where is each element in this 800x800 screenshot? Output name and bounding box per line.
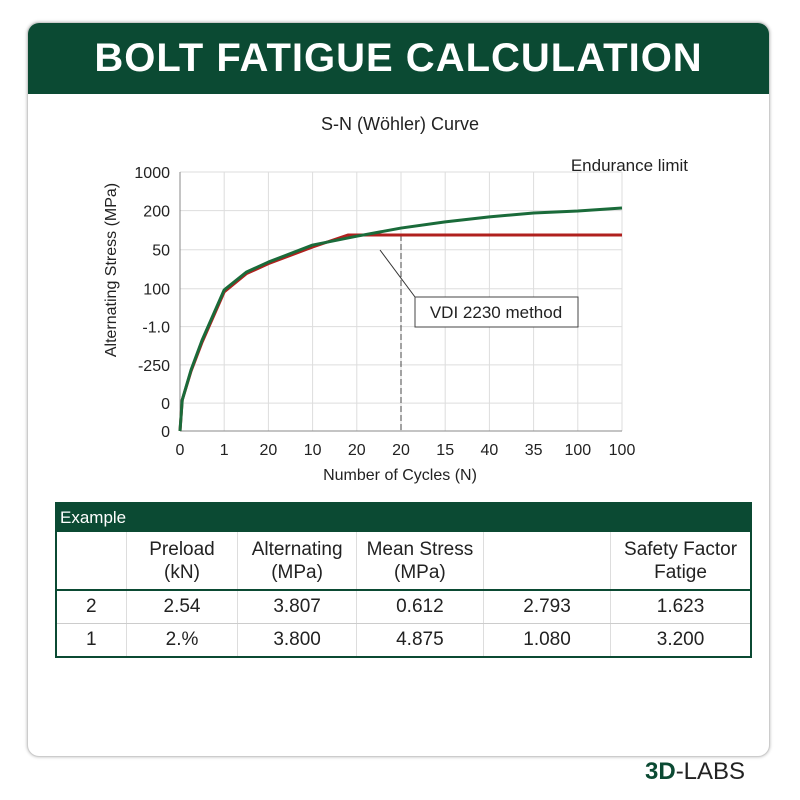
x-tick-label: 0 <box>176 442 185 459</box>
logo-text-suffix: -LABS <box>675 758 746 785</box>
table-cell: 1.080 <box>482 623 611 658</box>
example-table: Example Preload (kN) Alternating (MPa) Mean … <box>55 502 752 658</box>
annotation-leader <box>379 249 416 298</box>
annotation-box <box>414 296 579 328</box>
x-tick-label: 15 <box>436 442 454 459</box>
column-header <box>482 532 611 591</box>
y-tick-label: 0 <box>161 424 170 441</box>
y-tick-label: 200 <box>143 204 170 221</box>
column-header <box>55 532 127 591</box>
table-cell: 3.200 <box>610 623 751 658</box>
table-cell: 2 <box>55 590 127 624</box>
column-header-line: Preload <box>149 538 215 560</box>
column-header-line: Safety Factor <box>624 538 738 560</box>
table-cell: 1.623 <box>610 590 751 624</box>
x-tick-label: 1 <box>220 442 229 459</box>
x-tick-label: 35 <box>525 442 543 459</box>
x-tick-label: 20 <box>260 442 278 459</box>
table-row: 2 2.54 3.807 0.612 2.793 1.623 <box>55 590 751 624</box>
column-header: Safety Factor Fatige <box>610 532 751 591</box>
logo: 3D-LABS <box>645 758 745 786</box>
table-cell: 0.612 <box>355 590 484 624</box>
column-header-line: (MPa) <box>394 561 446 583</box>
y-tick-label: 0 <box>161 396 170 413</box>
y-tick-label: 50 <box>152 243 170 260</box>
table-cell: 3.807 <box>237 590 357 624</box>
column-header: Mean Stress (MPa) <box>355 532 484 591</box>
column-header-line: Alternating <box>251 538 343 560</box>
column-header-line: Fatige <box>654 561 707 583</box>
x-axis-label: Number of Cycles (N) <box>323 467 477 484</box>
column-header: Preload (kN) <box>125 532 238 591</box>
y-tick-label: -1.0 <box>142 320 170 337</box>
column-header: Alternating (MPa) <box>237 532 357 591</box>
x-tick-label: 100 <box>564 442 591 459</box>
chart-title: S-N (Wöhler) Curve <box>321 114 479 134</box>
column-header-line: Mean Stress <box>366 538 474 560</box>
x-tick-label: 20 <box>392 442 410 459</box>
column-header-line: (MPa) <box>271 561 323 583</box>
y-tick-label: 1000 <box>134 165 170 182</box>
table-caption: Example <box>55 503 751 532</box>
y-tick-label: -250 <box>138 358 170 375</box>
x-tick-label: 40 <box>481 442 499 459</box>
x-tick-label: 20 <box>348 442 366 459</box>
series-line-0 <box>178 206 623 432</box>
table-cell: 1 <box>55 623 127 658</box>
x-tick-label: 100 <box>609 442 636 459</box>
x-tick-label: 10 <box>304 442 322 459</box>
table-cell: 4.875 <box>355 623 484 658</box>
endurance-limit-label: Endurance limit <box>571 156 688 175</box>
table-cell: 3.800 <box>237 623 357 658</box>
column-header-line: (kN) <box>164 561 200 583</box>
table-cell: 2.54 <box>125 590 238 624</box>
y-tick-label: 100 <box>143 282 170 299</box>
table-row: 1 2.% 3.800 4.875 1.080 3.200 <box>55 623 751 658</box>
y-axis-label: Alternating Stress (MPa) <box>103 183 120 357</box>
sn-chart: S-N (Wöhler) Curve 0 1 20 10 20 20 15 40 35 100 100… <box>103 114 688 484</box>
table-cell: 2.% <box>125 623 238 658</box>
table-cell: 2.793 <box>482 590 611 624</box>
page-title: BOLT FATIGUE CALCULATION <box>28 23 769 94</box>
logo-text: 3D <box>645 758 676 785</box>
vdi-method-label: VDI 2230 method <box>430 303 562 322</box>
